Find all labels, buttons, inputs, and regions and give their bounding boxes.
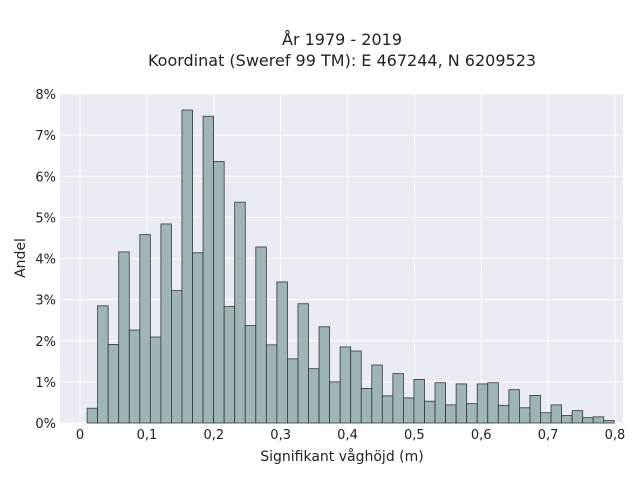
histogram-bar (202, 115, 215, 424)
histogram-bar (455, 383, 468, 424)
histogram-bar (445, 404, 457, 424)
histogram-bar (540, 412, 552, 424)
histogram-bar (297, 303, 309, 424)
histogram-bar (424, 400, 436, 424)
histogram-bar (97, 305, 109, 424)
histogram-bars (86, 109, 615, 424)
histogram-bar (550, 404, 562, 424)
x-tick-label: 0 (76, 428, 84, 443)
histogram-bar (181, 109, 193, 424)
histogram-bar (603, 420, 615, 424)
histogram-bar (265, 344, 278, 424)
histogram-bar (508, 389, 520, 424)
histogram-bar (561, 415, 573, 424)
y-tick-label: 4% (35, 253, 56, 268)
histogram-bar (318, 326, 331, 424)
y-tick-label: 8% (35, 88, 56, 103)
y-tick-label: 1% (35, 376, 56, 391)
y-tick-label: 3% (35, 294, 56, 309)
histogram-bar (287, 358, 299, 424)
histogram-bar (434, 382, 446, 424)
histogram-bar (529, 395, 541, 424)
histogram-bar (86, 407, 99, 424)
x-tick-label: 0,7 (538, 428, 559, 443)
x-tick-label: 0,4 (337, 428, 358, 443)
histogram-bar (339, 346, 352, 424)
histogram-bar (149, 336, 162, 424)
histogram-bar (276, 281, 288, 424)
histogram-bar (128, 329, 141, 424)
histogram-bar (360, 388, 373, 424)
x-axis-ticks: 0 0,1 0,2 0,3 0,4 0,5 0,6 0,7 0,8 (76, 428, 625, 443)
x-tick-label: 0,2 (203, 428, 224, 443)
histogram-bar (308, 368, 320, 424)
histogram-bar (413, 379, 425, 424)
y-axis-ticks: 0% 1% 2% 3% 4% 5% 6% 7% 8% (35, 88, 56, 432)
histogram-bar (244, 325, 257, 424)
histogram-bar (392, 373, 404, 424)
histogram-bar (476, 383, 489, 424)
y-tick-label: 0% (35, 417, 56, 432)
histogram-bar (160, 223, 172, 424)
histogram-bar (571, 410, 584, 424)
histogram-bar (350, 350, 362, 424)
histogram-bar (519, 407, 531, 424)
histogram-bar (223, 306, 236, 424)
y-tick-label: 2% (35, 335, 56, 350)
histogram-bar (403, 397, 415, 424)
histogram-bar (487, 382, 499, 424)
x-tick-label: 0,8 (605, 428, 626, 443)
histogram-bar (107, 344, 120, 424)
histogram-bar (371, 364, 383, 424)
y-axis-label: Andel (13, 238, 29, 278)
histogram-bar (329, 381, 341, 424)
chart-title-line-2: Koordinat (Sweref 99 TM): E 467244, N 62… (148, 51, 536, 70)
x-tick-label: 0,3 (270, 428, 291, 443)
x-tick-label: 0,6 (471, 428, 492, 443)
histogram-bar (171, 290, 183, 424)
histogram-bar (118, 251, 130, 424)
histogram-bar (497, 404, 510, 424)
y-tick-label: 7% (35, 129, 56, 144)
histogram-bar (192, 252, 204, 424)
y-tick-label: 5% (35, 211, 56, 226)
histogram-bar (582, 417, 594, 424)
histogram-bar (381, 395, 394, 424)
histogram-bar (592, 416, 605, 424)
x-tick-label: 0,5 (404, 428, 425, 443)
x-tick-label: 0,1 (137, 428, 158, 443)
histogram-bar (139, 234, 151, 424)
y-tick-label: 6% (35, 170, 56, 185)
histogram-bar (234, 201, 246, 424)
chart-title-line-1: År 1979 - 2019 (282, 30, 402, 49)
histogram-bar (255, 246, 267, 424)
histogram-bar (466, 403, 478, 424)
x-axis-label: Signifikant våghöjd (m) (260, 448, 423, 465)
histogram-bar (213, 161, 225, 424)
